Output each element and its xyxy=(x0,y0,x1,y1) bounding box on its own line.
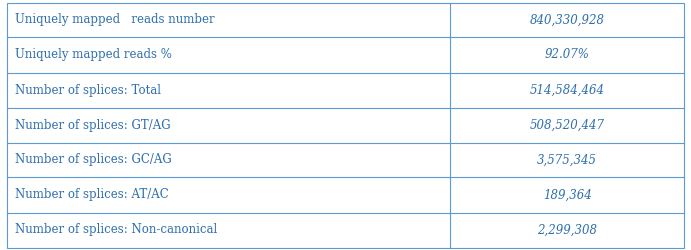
Text: 2,299,308: 2,299,308 xyxy=(538,224,597,236)
Text: Number of splices: Total: Number of splices: Total xyxy=(15,84,161,96)
Text: 92.07%: 92.07% xyxy=(545,48,589,62)
Text: 508,520,447: 508,520,447 xyxy=(530,118,605,132)
Text: 840,330,928: 840,330,928 xyxy=(530,14,605,26)
Text: Number of splices: Non-canonical: Number of splices: Non-canonical xyxy=(15,224,217,236)
Text: 3,575,345: 3,575,345 xyxy=(538,154,597,166)
Text: Number of splices: GC/AG: Number of splices: GC/AG xyxy=(15,154,172,166)
Text: Uniquely mapped   reads number: Uniquely mapped reads number xyxy=(15,14,215,26)
Text: Number of splices: GT/AG: Number of splices: GT/AG xyxy=(15,118,171,132)
Text: Uniquely mapped reads %: Uniquely mapped reads % xyxy=(15,48,172,62)
Text: Number of splices: AT/AC: Number of splices: AT/AC xyxy=(15,188,169,202)
Text: 189,364: 189,364 xyxy=(543,188,591,202)
Text: 514,584,464: 514,584,464 xyxy=(530,84,605,96)
